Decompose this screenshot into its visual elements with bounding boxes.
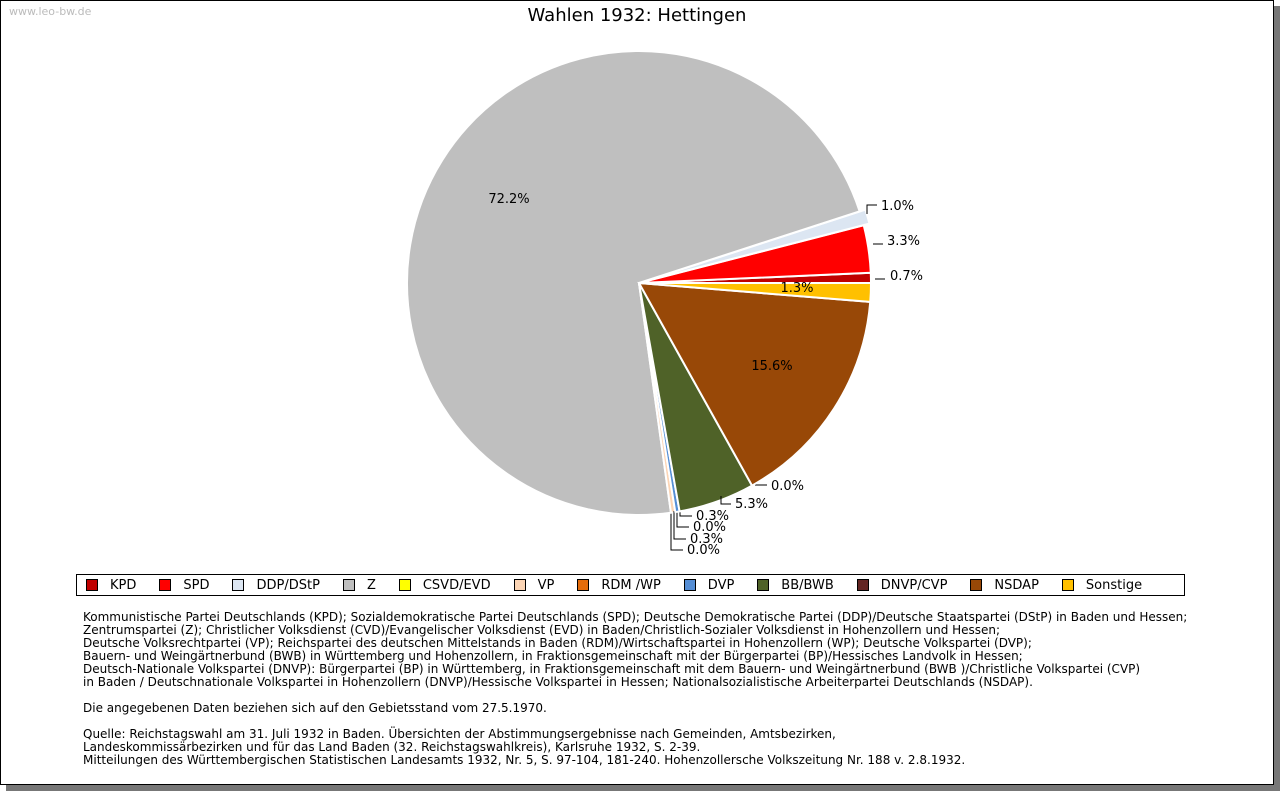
- legend-swatch: [970, 579, 983, 591]
- legend-label: CSVD/EVD: [422, 577, 491, 593]
- legend-label: VP: [537, 577, 555, 593]
- legend-label: DNVP/CVP: [880, 577, 948, 593]
- data-label: 1.0%: [881, 199, 914, 214]
- gebietsstand: Die angegebenen Daten beziehen sich auf …: [83, 701, 547, 715]
- legend-label: DDP/DStP: [256, 577, 320, 593]
- legend-item: CSVD/EVD: [398, 577, 491, 593]
- data-label: 0.7%: [890, 269, 923, 284]
- legend-label: BB/BWB: [781, 577, 834, 593]
- pie-chart: 0.7%3.3%1.0%72.2%0.0%0.3%0.0%0.3%5.3%0.0…: [406, 50, 923, 558]
- label-leader-line: [670, 511, 683, 551]
- legend-swatch: [683, 579, 696, 591]
- legend-item: Z: [342, 577, 376, 593]
- data-label: 3.3%: [887, 234, 920, 249]
- legend-swatch: [159, 579, 172, 591]
- data-label: 0.0%: [687, 543, 720, 558]
- legend-label: KPD: [110, 577, 137, 593]
- legend-item: VP: [513, 577, 555, 593]
- legend-swatch: [757, 579, 770, 591]
- legend-item: DNVP/CVP: [856, 577, 948, 593]
- data-label: 0.3%: [690, 532, 723, 547]
- legend-swatch: [1061, 579, 1074, 591]
- legend-swatch: [342, 579, 355, 591]
- legend-label: NSDAP: [994, 577, 1039, 593]
- source-line: Landeskommissärbezirken und für das Land…: [83, 740, 701, 754]
- legend-item: KPD: [86, 578, 136, 593]
- legend: KPD SPD DDP/DStP Z CSVD/EVD VP RDM /WP DVP BB/BW…: [76, 574, 1185, 596]
- label-leader-line: [676, 511, 689, 528]
- legend-item: SPD: [159, 578, 209, 593]
- source-line: Quelle: Reichstagswahl am 31. Juli 1932 …: [83, 727, 836, 741]
- pie-slice-nsdap: [637, 281, 872, 487]
- legend-label: Z: [366, 577, 376, 593]
- legend-item: BB/BWB: [757, 577, 834, 593]
- note-line: Deutsche Volksrechtpartei (VP); Reichspa…: [83, 636, 1032, 650]
- legend-label: Sonstige: [1085, 577, 1143, 593]
- label-leader-line: [720, 496, 731, 505]
- data-label: 0.0%: [693, 520, 726, 535]
- label-leader-line: [673, 511, 686, 540]
- legend-item: DDP/DStP: [232, 577, 320, 593]
- data-label: 15.6%: [751, 359, 792, 374]
- legend-swatch: [398, 579, 411, 591]
- note-line: in Baden / Deutschnationale Volkspartei …: [83, 675, 1033, 689]
- label-leader-line: [866, 204, 877, 214]
- legend-swatch: [856, 579, 869, 591]
- label-leader-line: [679, 511, 692, 517]
- legend-swatch: [86, 579, 98, 591]
- note-line: Kommunistische Partei Deutschlands (KPD)…: [83, 610, 1188, 624]
- pie-slice-sonstige: [638, 282, 873, 304]
- data-label: 5.3%: [735, 497, 768, 512]
- pie-slice-z: [406, 50, 861, 516]
- legend-item: RDM /WP: [577, 577, 661, 593]
- watermark: www.leo-bw.de: [9, 5, 92, 18]
- chart-title: Wahlen 1932: Hettingen: [527, 5, 747, 26]
- note-line: Zentrumspartei (Z); Christlicher Volksdi…: [83, 623, 1001, 637]
- legend-item: DVP: [683, 577, 735, 593]
- legend-item: NSDAP: [970, 578, 1039, 593]
- data-label: 72.2%: [488, 192, 529, 207]
- legend-label: DVP: [707, 577, 735, 593]
- legend-swatch: [577, 579, 590, 591]
- legend-label: RDM /WP: [601, 577, 661, 593]
- note-line: Deutsch-Nationale Volkspartei (DNVP): Bü…: [83, 662, 1141, 676]
- note-line: Bauern- und Weingärtnerbund (BWB) in Wür…: [83, 649, 1023, 663]
- legend-label: SPD: [183, 577, 210, 593]
- source-line: Mitteilungen des Württembergischen Stati…: [83, 753, 966, 767]
- data-label: 0.3%: [696, 509, 729, 524]
- notes: Kommunistische Partei Deutschlands (KPD)…: [83, 611, 1187, 780]
- data-label: 0.0%: [771, 479, 804, 494]
- legend-swatch: [232, 579, 245, 591]
- data-label: 1.3%: [780, 281, 813, 296]
- legend-swatch: [513, 579, 526, 591]
- legend-item: Sonstige: [1061, 577, 1143, 593]
